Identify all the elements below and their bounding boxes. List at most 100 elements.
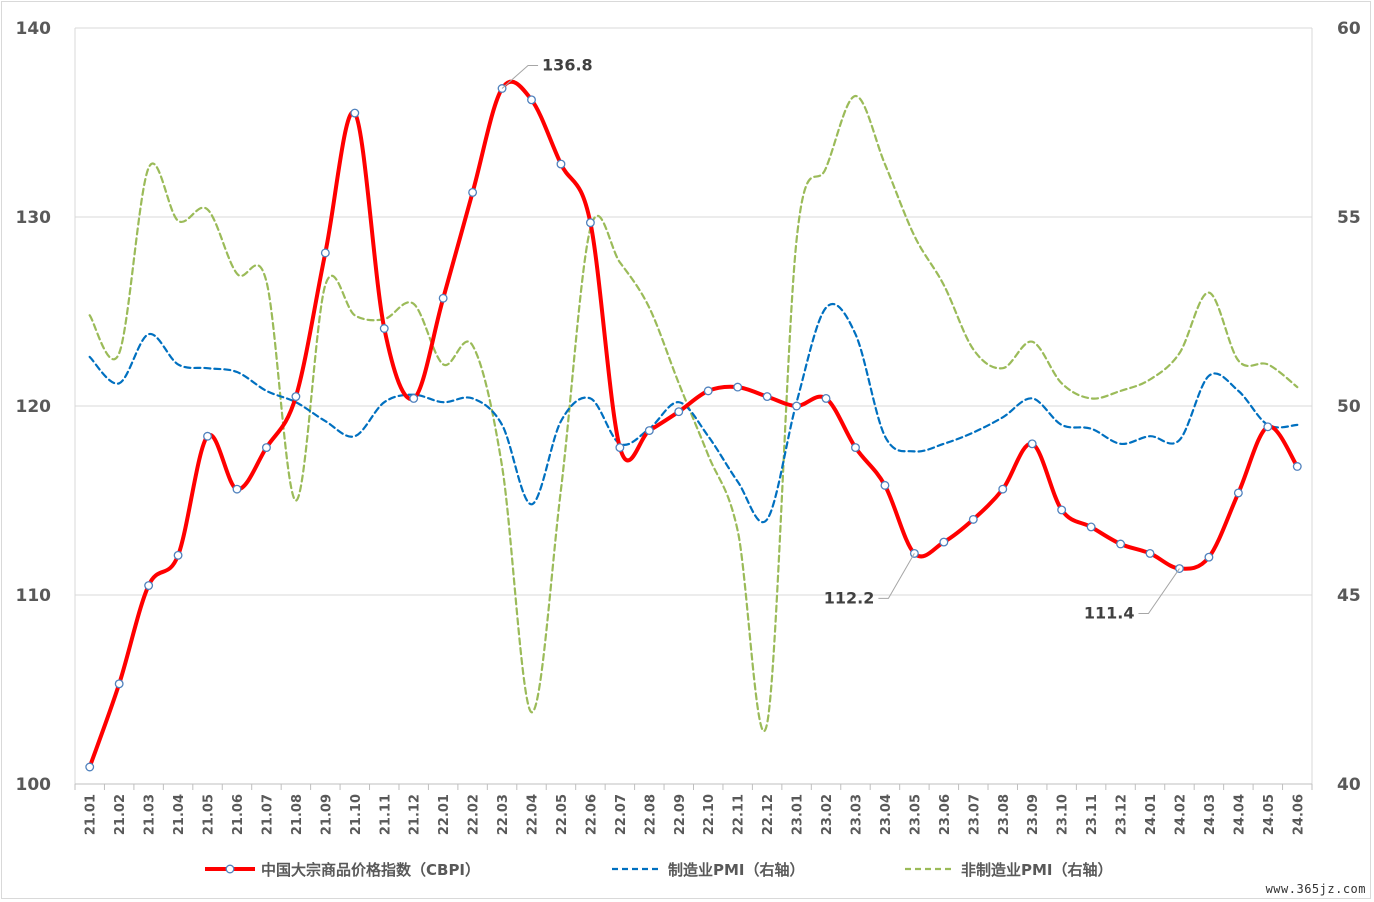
manufacturing-pmi-line <box>88 302 1299 524</box>
x-tick-label: 21.02 <box>113 794 128 835</box>
left-tick-label: 100 <box>16 775 52 795</box>
cbpi-point <box>556 159 566 169</box>
legend: 中国大宗商品价格指数（CBPI） 制造业PMI（右轴） 非制造业PMI（右轴） <box>205 861 1113 879</box>
x-tick-label: 24.05 <box>1262 794 1277 835</box>
x-tick-label: 23.10 <box>1056 794 1071 835</box>
cbpi-point <box>615 443 625 453</box>
right-tick-label: 60 <box>1337 19 1361 39</box>
x-tick-label: 22.07 <box>614 794 629 835</box>
cbpi-point <box>261 443 271 453</box>
x-tick-label: 23.11 <box>1085 794 1100 835</box>
cbpi-point <box>144 581 154 590</box>
x-tick-label: 22.11 <box>732 794 747 835</box>
cbpi-point <box>320 248 330 258</box>
x-tick-label: 21.04 <box>172 794 187 835</box>
left-tick-label: 140 <box>16 19 52 39</box>
cbpi-point <box>1057 505 1067 515</box>
left-tick-label: 110 <box>16 586 52 606</box>
x-tick-label: 24.02 <box>1173 794 1188 835</box>
cbpi-point <box>1145 548 1155 558</box>
x-tick-label: 24.03 <box>1203 794 1218 835</box>
right-axis-ticks: 40 45 50 55 60 <box>1337 19 1361 795</box>
cbpi-point <box>851 443 860 453</box>
x-tick-label: 21.11 <box>378 794 393 835</box>
x-tick-label: 22.12 <box>761 794 776 835</box>
watermark-text: www.365jz.com <box>1265 882 1366 896</box>
cbpi-point <box>939 537 949 547</box>
cbpi-point <box>1086 522 1096 532</box>
x-tick-label: 22.08 <box>643 794 658 835</box>
x-tick-label: 23.05 <box>908 794 923 835</box>
x-tick-label: 23.09 <box>1026 794 1041 835</box>
cbpi-point <box>114 679 124 689</box>
annotations: 136.8 112.2 111.4 <box>501 55 1180 623</box>
annotation-label: 112.2 <box>824 588 875 607</box>
non-manufacturing-pmi-line <box>88 94 1299 733</box>
cbpi-point <box>203 431 212 441</box>
annotation-leader <box>1138 568 1180 615</box>
cbpi-point <box>1292 462 1302 471</box>
cbpi-point <box>644 426 654 436</box>
right-tick-label: 45 <box>1337 586 1361 606</box>
annotation-leader <box>501 64 539 89</box>
x-tick-label: 21.08 <box>290 794 305 835</box>
axes <box>74 28 1313 790</box>
x-tick-label: 21.09 <box>319 794 334 835</box>
x-tick-label: 23.02 <box>820 794 835 835</box>
x-tick-label: 22.02 <box>467 794 482 835</box>
right-tick-label: 50 <box>1337 397 1361 417</box>
cbpi-point <box>880 480 890 490</box>
x-tick-label: 23.03 <box>849 794 864 835</box>
cbpi-point <box>762 392 772 401</box>
cbpi-point <box>409 393 419 403</box>
x-tick-label: 23.12 <box>1115 794 1130 835</box>
legend-label: 中国大宗商品价格指数（CBPI） <box>261 861 480 879</box>
cbpi-line <box>87 79 1300 769</box>
legend-label: 非制造业PMI（右轴） <box>961 861 1113 879</box>
cbpi-point <box>291 392 301 401</box>
x-tick-label: 21.03 <box>143 794 158 835</box>
x-tick-label: 23.06 <box>938 794 953 835</box>
x-tick-label: 21.05 <box>202 794 217 835</box>
left-tick-label: 130 <box>16 208 52 228</box>
cbpi-point <box>527 95 536 105</box>
cbpi-point <box>703 386 713 396</box>
cbpi-point <box>379 324 389 333</box>
cbpi-point <box>85 762 95 772</box>
right-tick-label: 55 <box>1337 208 1361 228</box>
right-tick-label: 40 <box>1337 775 1361 795</box>
cbpi-point <box>350 108 360 118</box>
cbpi-point <box>821 393 831 403</box>
cbpi-point <box>1233 488 1243 498</box>
annotation-label: 111.4 <box>1084 604 1135 623</box>
x-tick-label: 21.07 <box>260 794 275 835</box>
x-tick-label: 23.08 <box>997 794 1012 835</box>
x-axis-ticks: 21.01 21.02 21.03 21.04 21.05 21.06 21.07 21.08… <box>84 794 1307 835</box>
cbpi-point <box>173 550 183 560</box>
x-tick-label: 24.01 <box>1144 794 1159 835</box>
cbpi-point <box>733 382 743 392</box>
cbpi-point <box>1116 539 1126 549</box>
x-tick-label: 21.12 <box>408 794 423 835</box>
x-tick-label: 23.01 <box>791 794 806 835</box>
cbpi-point <box>468 187 478 197</box>
cbpi-point <box>1263 422 1273 432</box>
x-tick-label: 21.10 <box>349 794 364 835</box>
annotation-label: 136.8 <box>542 55 593 74</box>
x-tick-label: 22.09 <box>673 794 688 835</box>
cbpi-point <box>585 218 595 228</box>
x-tick-label: 23.07 <box>967 794 982 835</box>
x-tick-label: 21.06 <box>231 794 246 835</box>
left-tick-label: 120 <box>16 397 52 417</box>
x-tick-label: 24.06 <box>1291 794 1306 835</box>
x-tick-label: 21.01 <box>84 794 99 835</box>
x-tick-label: 22.01 <box>437 794 452 835</box>
left-axis-ticks: 100 110 120 130 140 <box>16 19 52 795</box>
gridlines <box>75 27 1312 785</box>
series-layer <box>85 79 1302 772</box>
x-tick-label: 24.04 <box>1232 794 1247 835</box>
annotation-leader <box>878 553 915 599</box>
x-tick-label: 23.04 <box>879 794 894 835</box>
